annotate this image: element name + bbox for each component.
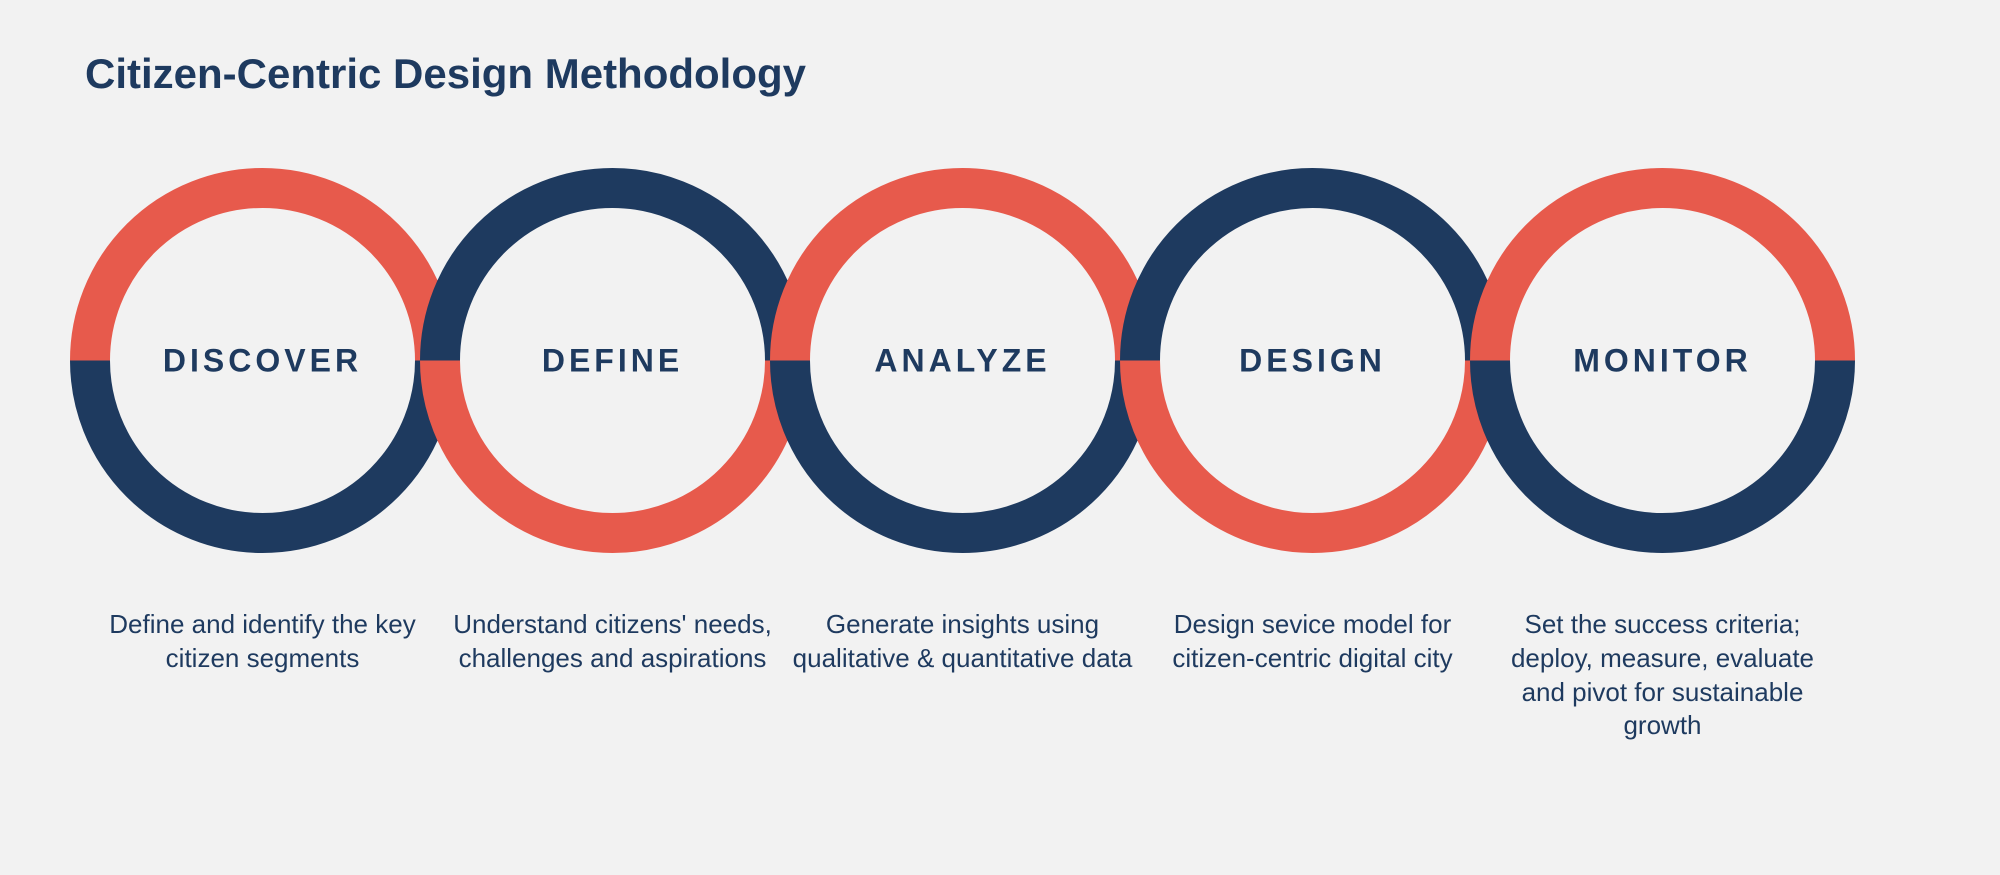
page-title: Citizen-Centric Design Methodology <box>85 50 2000 98</box>
circle-top-arc <box>90 188 435 360</box>
step-label: ANALYZE <box>874 342 1050 379</box>
circle-top-arc <box>1140 188 1485 360</box>
step-circle-1: DEFINE <box>420 168 805 553</box>
circle-top-arc <box>790 188 1135 360</box>
step-label: DEFINE <box>542 342 683 379</box>
circles-container: DISCOVER DEFINE ANALYZE DESIGN MONITOR <box>70 168 2000 568</box>
circle-bottom-arc <box>1140 361 1485 534</box>
circle-bottom-arc <box>440 361 785 534</box>
step-circle-3: DESIGN <box>1120 168 1505 553</box>
circle-bottom-arc <box>1490 361 1835 534</box>
step-description: Generate insights using qualitative & qu… <box>788 608 1138 676</box>
step-circle-2: ANALYZE <box>770 168 1155 553</box>
circle-top-arc <box>440 188 785 360</box>
step-description: Define and identify the key citizen segm… <box>88 608 438 676</box>
step-label: DISCOVER <box>163 342 362 379</box>
step-circle-0: DISCOVER <box>70 168 455 553</box>
step-description: Set the success criteria; deploy, measur… <box>1488 608 1838 743</box>
step-circle-4: MONITOR <box>1470 168 1855 553</box>
circle-bottom-arc <box>90 361 435 534</box>
step-description: Design sevice model for citizen-centric … <box>1138 608 1488 676</box>
circle-top-arc <box>1490 188 1835 360</box>
step-description: Understand citizens' needs, challenges a… <box>438 608 788 676</box>
step-label: DESIGN <box>1239 342 1386 379</box>
circle-bottom-arc <box>790 361 1135 534</box>
step-label: MONITOR <box>1573 342 1752 379</box>
